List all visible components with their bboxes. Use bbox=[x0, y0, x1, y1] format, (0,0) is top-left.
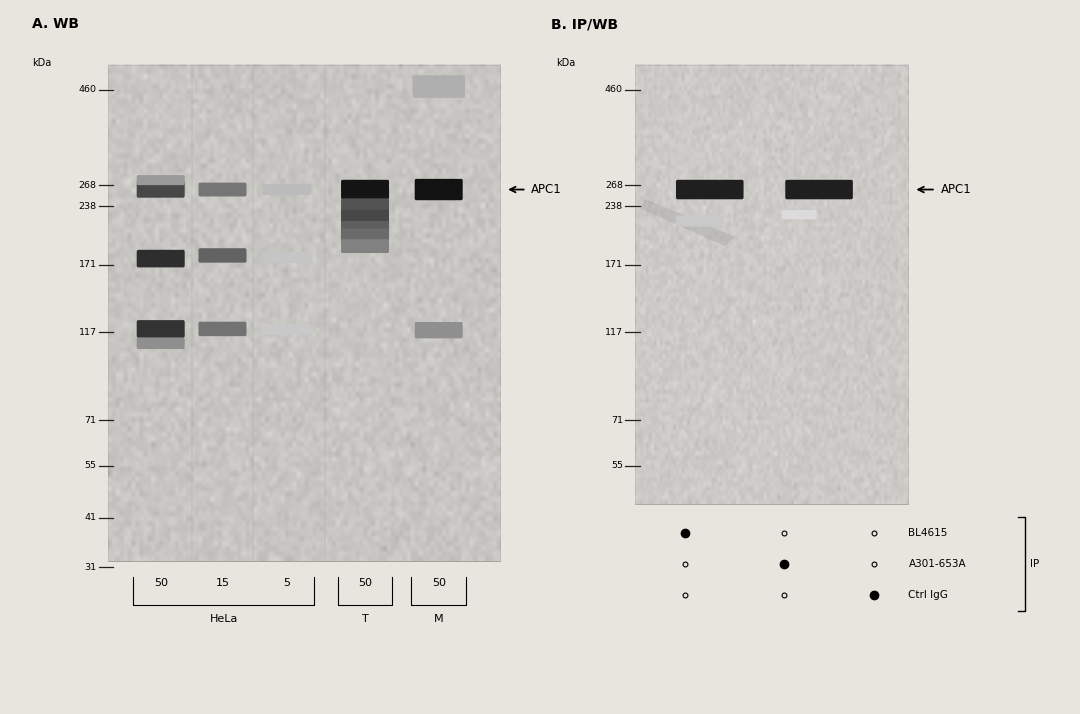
FancyBboxPatch shape bbox=[137, 175, 185, 185]
Text: APC1: APC1 bbox=[531, 183, 562, 196]
Text: kDa: kDa bbox=[556, 59, 575, 69]
FancyBboxPatch shape bbox=[137, 338, 185, 349]
FancyBboxPatch shape bbox=[137, 320, 185, 338]
Text: A. WB: A. WB bbox=[32, 17, 80, 31]
FancyBboxPatch shape bbox=[341, 180, 389, 199]
Text: A301-653A: A301-653A bbox=[908, 559, 967, 569]
FancyBboxPatch shape bbox=[199, 183, 246, 196]
Text: 71: 71 bbox=[84, 416, 96, 425]
Text: 171: 171 bbox=[79, 261, 96, 269]
FancyBboxPatch shape bbox=[676, 180, 743, 199]
Text: 50: 50 bbox=[153, 578, 167, 588]
Text: 15: 15 bbox=[216, 578, 229, 588]
Text: 238: 238 bbox=[605, 202, 623, 211]
Text: 117: 117 bbox=[605, 328, 623, 336]
FancyBboxPatch shape bbox=[262, 184, 311, 195]
Text: 55: 55 bbox=[84, 461, 96, 471]
FancyBboxPatch shape bbox=[341, 198, 389, 212]
Text: kDa: kDa bbox=[32, 59, 52, 69]
FancyBboxPatch shape bbox=[415, 179, 462, 200]
Text: IP: IP bbox=[1030, 559, 1039, 569]
Polygon shape bbox=[640, 199, 734, 246]
Text: 50: 50 bbox=[432, 578, 446, 588]
Text: 5: 5 bbox=[283, 578, 291, 588]
Text: T: T bbox=[362, 614, 368, 624]
Text: BL4615: BL4615 bbox=[908, 528, 948, 538]
FancyBboxPatch shape bbox=[676, 216, 724, 226]
FancyBboxPatch shape bbox=[262, 251, 311, 263]
FancyBboxPatch shape bbox=[341, 239, 389, 253]
FancyBboxPatch shape bbox=[341, 228, 389, 245]
Text: 117: 117 bbox=[79, 328, 96, 336]
Text: 171: 171 bbox=[605, 261, 623, 269]
Text: APC1: APC1 bbox=[941, 183, 972, 196]
Text: Ctrl IgG: Ctrl IgG bbox=[908, 590, 948, 600]
FancyBboxPatch shape bbox=[199, 248, 246, 263]
Text: HeLa: HeLa bbox=[210, 614, 238, 624]
FancyBboxPatch shape bbox=[341, 221, 389, 233]
FancyBboxPatch shape bbox=[413, 75, 465, 98]
Text: 460: 460 bbox=[79, 85, 96, 94]
FancyBboxPatch shape bbox=[341, 210, 389, 226]
Text: 268: 268 bbox=[79, 181, 96, 190]
Text: 71: 71 bbox=[611, 416, 623, 425]
FancyBboxPatch shape bbox=[782, 210, 816, 219]
FancyBboxPatch shape bbox=[415, 322, 462, 338]
Text: 41: 41 bbox=[84, 513, 96, 522]
Text: 50: 50 bbox=[359, 578, 372, 588]
Text: 55: 55 bbox=[611, 461, 623, 471]
FancyBboxPatch shape bbox=[137, 250, 185, 267]
Text: 460: 460 bbox=[605, 85, 623, 94]
FancyBboxPatch shape bbox=[108, 64, 500, 561]
Text: 268: 268 bbox=[605, 181, 623, 190]
FancyBboxPatch shape bbox=[635, 64, 908, 504]
FancyBboxPatch shape bbox=[785, 180, 853, 199]
Text: M: M bbox=[434, 614, 444, 624]
Text: B. IP/WB: B. IP/WB bbox=[551, 17, 618, 31]
FancyBboxPatch shape bbox=[199, 322, 246, 336]
Text: 238: 238 bbox=[79, 202, 96, 211]
FancyBboxPatch shape bbox=[137, 181, 185, 198]
FancyBboxPatch shape bbox=[262, 324, 311, 335]
Text: 31: 31 bbox=[84, 563, 96, 572]
